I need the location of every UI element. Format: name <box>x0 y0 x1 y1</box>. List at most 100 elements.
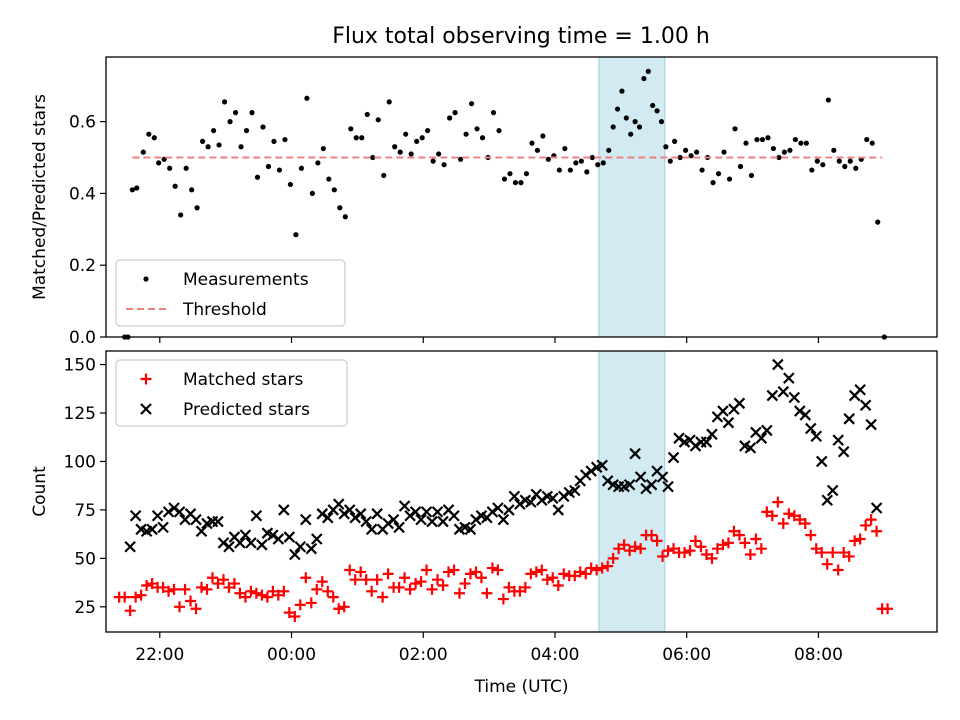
data-point <box>628 131 634 137</box>
data-point <box>486 506 499 518</box>
data-point <box>223 540 235 553</box>
data-point <box>179 583 191 595</box>
x-axis-label: Time (UTC) <box>474 677 569 697</box>
data-point <box>278 504 290 516</box>
data-point <box>657 550 669 562</box>
data-point <box>305 542 318 555</box>
data-point <box>343 504 356 516</box>
data-point <box>871 525 883 537</box>
data-point <box>558 568 570 580</box>
legend: Matched stars Predicted stars <box>115 359 348 427</box>
data-point <box>777 385 790 398</box>
data-point <box>540 133 546 139</box>
data-point <box>663 144 669 150</box>
data-point <box>420 506 433 518</box>
data-point <box>245 537 257 549</box>
y-tick-label: 50 <box>74 549 96 569</box>
y-tick-label: 25 <box>74 598 96 618</box>
data-point <box>377 591 389 603</box>
data-point <box>783 372 795 384</box>
series-measurements <box>122 68 887 340</box>
data-point <box>163 585 175 597</box>
data-point <box>512 180 519 186</box>
data-point <box>847 158 853 164</box>
data-point <box>614 106 621 112</box>
legend-label: Matched stars <box>183 370 303 390</box>
data-point <box>634 471 647 483</box>
data-point <box>382 568 394 580</box>
data-point <box>695 541 707 553</box>
data-point <box>205 144 211 150</box>
data-point <box>721 149 727 155</box>
data-point <box>146 523 158 536</box>
data-point <box>232 110 239 116</box>
x-tick-label: 06:00 <box>662 645 711 665</box>
data-point <box>130 591 142 603</box>
data-point <box>860 519 872 531</box>
data-point <box>508 490 521 503</box>
x-tick-label: 04:00 <box>530 645 579 665</box>
data-point <box>404 509 416 522</box>
data-point <box>722 416 735 429</box>
series-predicted-stars <box>124 358 883 561</box>
data-point <box>156 160 162 166</box>
legend-marker <box>143 276 149 282</box>
data-point <box>256 539 268 551</box>
data-point <box>425 127 431 134</box>
data-point <box>463 131 469 137</box>
data-point <box>602 560 614 572</box>
data-point <box>283 531 296 543</box>
data-point <box>654 108 660 114</box>
data-point <box>260 124 266 130</box>
data-point <box>250 587 262 599</box>
data-point <box>426 515 438 528</box>
data-point <box>792 136 798 143</box>
data-point <box>755 432 768 444</box>
data-point <box>677 154 683 161</box>
data-point <box>744 548 756 560</box>
data-point <box>733 397 746 410</box>
data-point <box>300 572 312 584</box>
data-point <box>501 176 508 182</box>
data-point <box>256 589 268 601</box>
data-point <box>437 579 449 591</box>
data-point <box>706 552 718 564</box>
data-point <box>623 478 636 491</box>
data-point <box>271 138 277 144</box>
data-point <box>831 147 837 153</box>
data-point <box>342 214 348 220</box>
data-point <box>470 566 482 578</box>
data-point <box>810 430 823 443</box>
data-point <box>316 576 328 588</box>
data-point <box>446 115 453 121</box>
data-point <box>492 502 504 514</box>
data-point <box>287 181 294 188</box>
data-point <box>601 475 614 487</box>
data-point <box>432 574 444 586</box>
data-point <box>272 533 285 545</box>
data-point <box>399 572 411 584</box>
data-point <box>430 158 436 164</box>
data-point <box>129 509 142 522</box>
data-point <box>315 160 321 166</box>
data-point <box>243 127 250 134</box>
data-point <box>437 515 449 528</box>
data-point <box>503 504 515 516</box>
data-point <box>843 413 855 425</box>
data-point <box>375 117 381 123</box>
legend-marker <box>140 373 152 385</box>
data-point <box>629 541 641 553</box>
data-point <box>442 566 454 578</box>
data-point <box>854 533 866 545</box>
data-point <box>354 508 367 520</box>
legend-label: Predicted stars <box>183 400 310 420</box>
data-point <box>821 558 833 570</box>
data-point <box>882 603 894 615</box>
data-point <box>238 144 244 150</box>
data-point <box>859 399 872 412</box>
data-point <box>765 135 771 141</box>
legend-box <box>115 359 348 427</box>
data-point <box>250 509 263 522</box>
data-point <box>386 99 392 105</box>
figure-title: Flux total observing time = 1.00 h <box>332 24 710 49</box>
